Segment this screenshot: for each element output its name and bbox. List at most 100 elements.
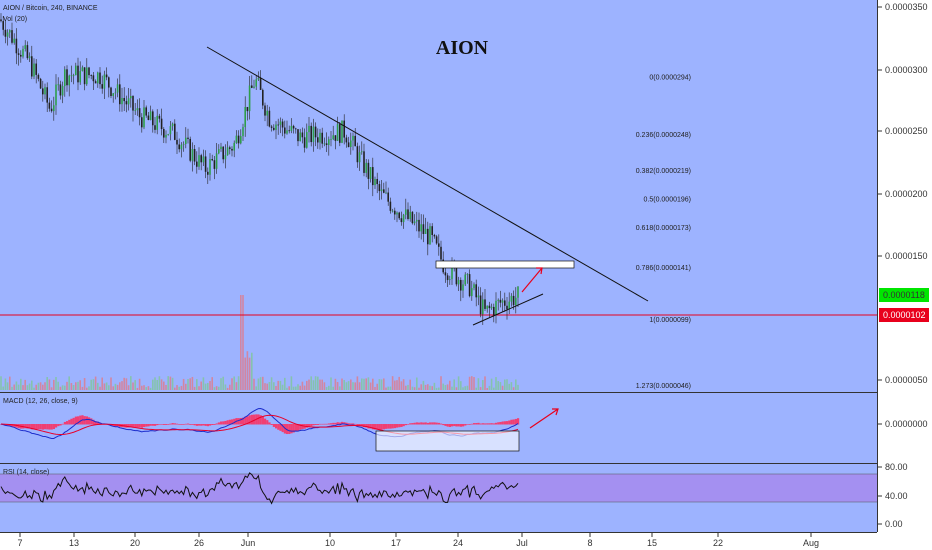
macd-histogram-bar	[299, 424, 302, 430]
volume-bar	[37, 382, 40, 390]
candle	[438, 243, 440, 247]
candle	[471, 288, 473, 297]
volume-bar	[387, 386, 389, 390]
macd-histogram-bar	[336, 422, 339, 425]
macd-box[interactable]	[375, 430, 520, 452]
candle	[59, 84, 62, 96]
trendline[interactable]	[206, 46, 649, 302]
macd-histogram-bar	[259, 415, 262, 425]
macd-histogram-bar	[272, 424, 275, 427]
volume-bar	[314, 376, 317, 390]
macd-histogram-bar	[270, 424, 273, 425]
candle	[297, 129, 299, 142]
price-axis[interactable]: 0.0000350 0.0000300 0.0000250 0.0000200 …	[878, 2, 929, 385]
candle	[211, 159, 213, 161]
volume-bar	[193, 386, 196, 390]
volume-bar	[4, 378, 7, 390]
macd-histogram-bar	[178, 424, 181, 425]
volume-bar	[81, 386, 84, 390]
time-tick: 24	[453, 538, 463, 548]
candle	[15, 38, 18, 54]
candle	[24, 45, 26, 49]
macd-histogram-bar	[308, 424, 311, 427]
candle	[160, 118, 163, 130]
time-axis[interactable]: 7 13 20 26 Jun 10 17 24 Jul 8 15 22 Aug	[17, 533, 819, 548]
candle	[451, 263, 453, 280]
candle	[94, 81, 97, 84]
volume-bar	[92, 379, 95, 390]
candle	[196, 161, 198, 167]
candle	[479, 295, 482, 315]
time-tick: 8	[587, 538, 592, 548]
volume-bar	[202, 377, 205, 390]
candle	[125, 101, 128, 105]
macd-panel[interactable]	[0, 393, 877, 463]
volume-bar	[266, 383, 268, 390]
volume-bar	[352, 382, 354, 390]
macd-histogram-bar	[429, 422, 432, 425]
resistance-box[interactable]	[435, 260, 575, 269]
time-tick: 7	[17, 538, 22, 548]
macd-histogram-bar	[92, 419, 95, 425]
candle	[347, 142, 350, 148]
candle	[248, 85, 251, 112]
macd-histogram-bar	[363, 424, 366, 428]
volume-bar	[354, 382, 356, 390]
volume-bar	[438, 387, 440, 390]
macd-histogram-bar	[323, 423, 326, 425]
volume-bar	[132, 382, 134, 390]
candle	[92, 75, 95, 82]
candle	[462, 284, 464, 291]
chart-title: AION	[436, 37, 489, 59]
macd-histogram-bar	[462, 424, 465, 427]
candle	[182, 143, 185, 145]
macd-histogram-bar	[404, 424, 407, 426]
volume-bar	[295, 386, 297, 390]
channel-line[interactable]	[472, 293, 544, 326]
candle	[237, 135, 240, 144]
volume-bar	[244, 357, 246, 390]
macd-histogram-bar	[169, 423, 172, 425]
volume-bar	[405, 385, 407, 390]
macd-histogram-bar	[63, 421, 66, 425]
fib-level-label: 0.382(0.0000219)	[636, 168, 691, 175]
price-panel[interactable]	[0, 0, 877, 392]
time-tick: 15	[647, 538, 657, 548]
volume-bar	[442, 383, 444, 390]
macd-histogram-bar	[418, 422, 421, 425]
macd-histogram-bar	[382, 424, 385, 430]
candle	[259, 78, 262, 90]
macd-histogram-bar	[268, 422, 271, 425]
macd-histogram-bar	[508, 420, 511, 425]
candle	[339, 124, 341, 143]
macd-histogram-bar	[158, 424, 161, 425]
macd-histogram-bar	[352, 423, 355, 425]
volume-bar	[48, 379, 51, 390]
volume-bar	[372, 378, 374, 390]
candle	[121, 97, 123, 105]
candle	[317, 137, 319, 143]
candle	[499, 299, 502, 303]
volume-bar	[64, 385, 66, 390]
macd-histogram-bar	[514, 418, 517, 425]
candle	[493, 306, 495, 316]
candle	[292, 125, 295, 129]
volume-bar	[413, 387, 416, 390]
macd-histogram-bar	[59, 424, 62, 426]
candle	[319, 132, 321, 143]
candle	[235, 135, 238, 143]
macd-histogram-bar	[11, 424, 14, 427]
volume-bar	[83, 378, 86, 390]
volume-bar	[420, 384, 422, 390]
macd-histogram-bar	[77, 416, 80, 425]
macd-histogram-bar	[140, 424, 143, 428]
volume-bar	[158, 376, 161, 390]
volume-bar	[169, 376, 172, 390]
volume-bar	[220, 378, 222, 390]
candle	[510, 295, 513, 302]
candle	[72, 75, 75, 76]
macd-histogram-bar	[499, 421, 502, 425]
volume-bar	[367, 377, 370, 390]
macd-histogram-bar	[290, 424, 293, 434]
